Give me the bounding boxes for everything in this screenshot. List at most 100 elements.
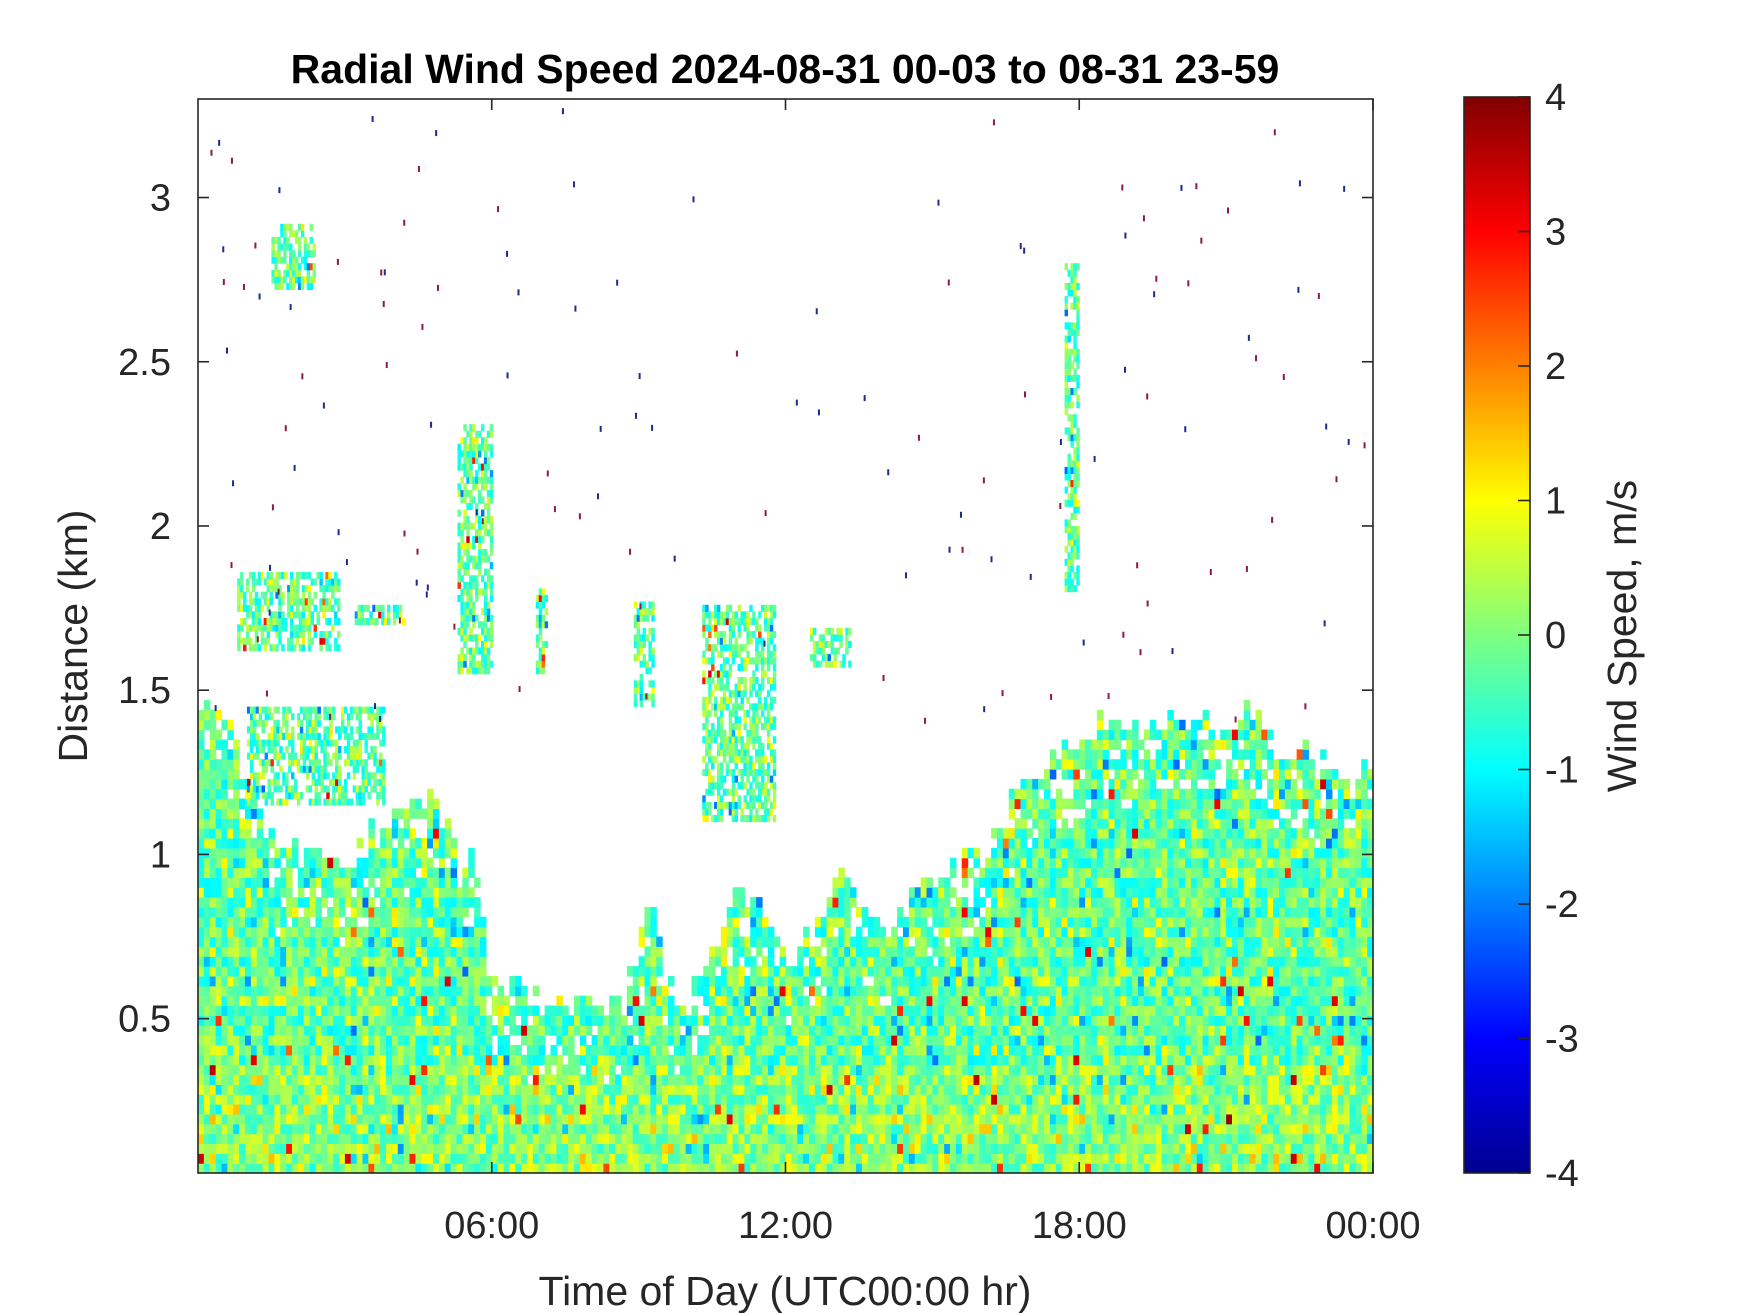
heatmap-cell	[356, 1015, 364, 1026]
heatmap-cell	[409, 916, 416, 928]
heatmap-cell	[709, 1104, 716, 1115]
heatmap-cell	[1167, 837, 1174, 849]
heatmap-cell	[286, 1113, 293, 1125]
heatmap-cell	[256, 867, 264, 878]
heatmap-cell	[908, 916, 916, 928]
heatmap-cell	[997, 1015, 1004, 1026]
heatmap-cell	[691, 1074, 698, 1085]
heatmap-cell	[491, 1025, 499, 1036]
heatmap-cell	[280, 966, 287, 977]
heatmap-cell	[433, 1133, 440, 1145]
heatmap-cell	[826, 1015, 834, 1026]
heatmap-cell	[656, 1133, 663, 1145]
heatmap-cell	[973, 857, 980, 869]
heatmap-cell	[380, 1064, 387, 1076]
heatmap-cell	[697, 1084, 704, 1095]
heatmap-cell	[474, 1123, 481, 1135]
heatmap-cell	[286, 1163, 293, 1173]
heatmap-cell	[861, 1094, 869, 1105]
heatmap-cell	[198, 857, 205, 869]
heatmap-cell	[814, 1054, 822, 1066]
heatmap-cell	[1026, 1005, 1033, 1016]
heatmap-cell	[274, 857, 281, 869]
heatmap-cell	[832, 1044, 839, 1056]
heatmap-cell	[427, 897, 434, 908]
heatmap-cell	[1073, 1143, 1080, 1154]
heatmap-cell	[256, 1074, 264, 1085]
heatmap-cell	[844, 966, 851, 977]
heatmap-cell	[368, 1153, 375, 1164]
heatmap-cell	[333, 1113, 340, 1125]
heatmap-cell	[1067, 975, 1074, 987]
heatmap-cell	[339, 1054, 346, 1066]
heatmap-cell	[450, 1005, 458, 1016]
heatmap-cell	[908, 1035, 916, 1046]
heatmap-cell	[1173, 906, 1180, 918]
heatmap-cell	[444, 897, 452, 908]
heatmap-cell	[245, 1064, 252, 1076]
heatmap-cell	[967, 1064, 975, 1076]
heatmap-cell	[1149, 1005, 1157, 1016]
heatmap-cell	[773, 1064, 781, 1076]
heatmap-cell	[785, 1153, 792, 1164]
heatmap-cell	[832, 1123, 839, 1135]
heatmap-cell	[832, 897, 839, 908]
heatmap-cell	[1114, 975, 1121, 987]
heatmap-cell	[1167, 975, 1174, 987]
heatmap-cell	[1020, 1074, 1027, 1085]
heatmap-cell	[938, 877, 945, 888]
heatmap-cell	[973, 1015, 980, 1026]
heatmap-cell	[215, 1025, 223, 1036]
heatmap-cell	[1143, 769, 1151, 780]
heatmap-cell	[1120, 837, 1127, 849]
heatmap-cell	[297, 887, 305, 898]
heatmap-cell	[532, 1143, 540, 1154]
heatmap-cell	[985, 1005, 992, 1016]
heatmap-cell	[750, 906, 757, 918]
heatmap-cell	[474, 946, 481, 957]
heatmap-cell	[967, 1163, 975, 1173]
heatmap-cell	[814, 985, 822, 997]
heatmap-cell	[321, 857, 328, 869]
heatmap-cell	[873, 1044, 881, 1056]
heatmap-cell	[403, 877, 411, 888]
heatmap-cell	[1061, 769, 1069, 780]
heatmap-cell	[997, 887, 1004, 898]
heatmap-cell	[491, 1133, 499, 1145]
heatmap-cell	[1020, 1084, 1027, 1095]
heatmap-cell	[350, 995, 358, 1007]
heatmap-cell	[339, 946, 346, 957]
heatmap-cell	[368, 867, 375, 878]
heatmap-cell	[233, 1094, 240, 1105]
heatmap-cell	[403, 926, 411, 938]
heatmap-cell	[1085, 828, 1092, 839]
heatmap-cell	[744, 1153, 751, 1164]
heatmap-cell	[1008, 1104, 1016, 1115]
heatmap-cell	[245, 867, 252, 878]
heatmap-cell	[409, 828, 416, 839]
heatmap-cell	[374, 946, 381, 957]
heatmap-cell	[239, 857, 246, 869]
heatmap-cell	[491, 1094, 499, 1105]
heatmap-cell	[732, 956, 740, 967]
heatmap-cell	[744, 1054, 751, 1066]
heatmap-cell	[908, 887, 916, 898]
heatmap-cell	[991, 1133, 998, 1145]
heatmap-cell	[750, 1035, 757, 1046]
heatmap-cell	[374, 1143, 381, 1154]
heatmap-cell	[1143, 1025, 1151, 1036]
heatmap-cell	[1108, 847, 1116, 859]
heatmap-cell	[233, 877, 240, 888]
heatmap-cell	[203, 719, 211, 731]
heatmap-cell	[556, 1054, 563, 1066]
heatmap-cell	[679, 1094, 687, 1105]
heatmap-cell	[1044, 1153, 1051, 1164]
heatmap-cell	[280, 956, 287, 967]
heatmap-cell	[650, 1104, 657, 1115]
heatmap-cell	[644, 1025, 651, 1036]
heatmap-cell	[738, 1153, 745, 1164]
heatmap-cell	[814, 1163, 822, 1173]
heatmap-cell	[427, 1094, 434, 1105]
heatmap-cell	[1161, 788, 1168, 800]
heatmap-cell	[967, 1153, 975, 1164]
